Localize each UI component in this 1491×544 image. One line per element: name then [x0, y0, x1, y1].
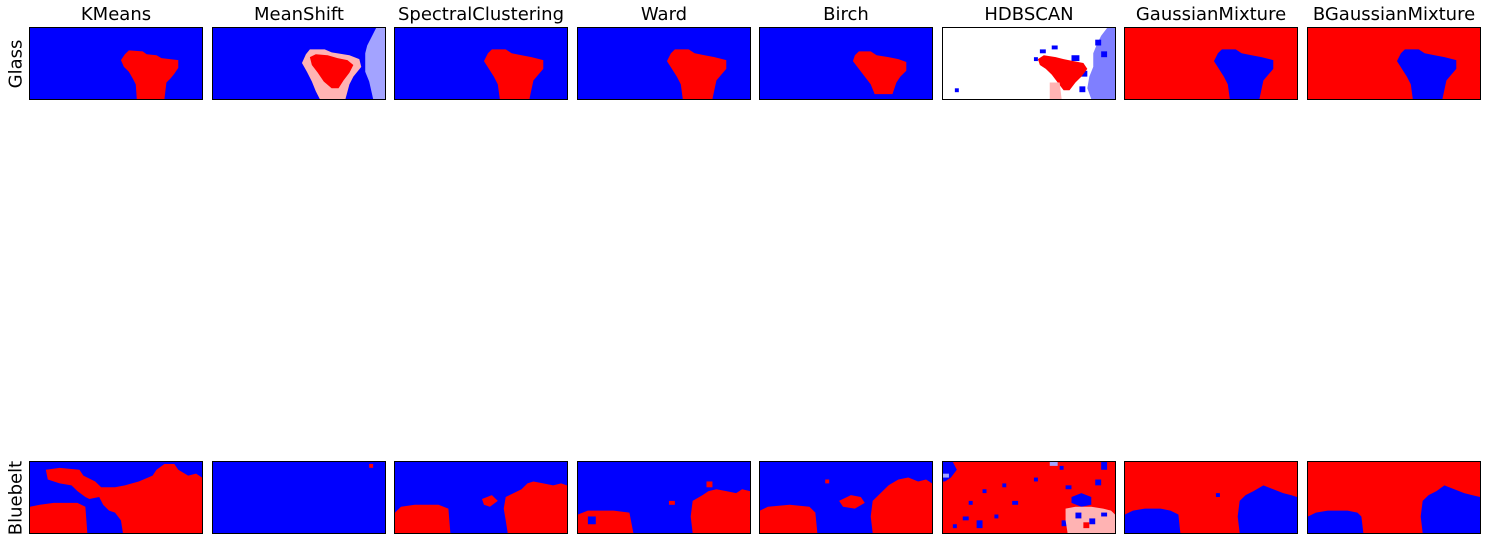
column-title-gaussianmixture: GaussianMixture: [1135, 4, 1287, 25]
cluster-region: [1051, 45, 1058, 50]
cluster-region: [1089, 518, 1096, 525]
cluster-region: [481, 495, 498, 507]
heatmap-glass-ward: [577, 27, 751, 100]
heatmap-bluebelt-hdbscan: [942, 461, 1116, 534]
cluster-region: [309, 54, 354, 89]
heatmap-glass-birch: [759, 27, 933, 100]
cluster-region: [760, 504, 818, 533]
cluster-region: [1033, 477, 1038, 482]
cluster-region: [1033, 57, 1038, 62]
cluster-region: [1071, 493, 1092, 507]
cluster-region: [1213, 49, 1274, 99]
cluster-region: [839, 495, 865, 509]
cluster-region: [1095, 39, 1102, 46]
cluster-region: [668, 500, 675, 505]
column-title-birch: Birch: [823, 4, 869, 25]
cluster-region: [1101, 51, 1108, 58]
cluster-region: [982, 489, 987, 494]
cluster-region: [968, 500, 973, 505]
heatmap-glass-hdbscan: [942, 27, 1116, 100]
background-region: [943, 28, 1115, 99]
cluster-region: [1317, 520, 1324, 525]
heatmap-bluebelt-ward: [577, 461, 751, 534]
column-title-hdbscan: HDBSCAN: [984, 4, 1074, 25]
background-region: [213, 462, 385, 533]
column-title-ward: Ward: [640, 4, 688, 25]
cluster-region: [89, 497, 104, 509]
cluster-region: [852, 51, 907, 95]
cluster-region: [1039, 49, 1046, 54]
cluster-region: [1095, 479, 1102, 486]
cluster-region: [943, 473, 949, 478]
cluster-region: [690, 489, 750, 533]
cluster-region: [1101, 462, 1108, 470]
heatmap-bluebelt-meanshift: [212, 461, 386, 534]
cluster-region: [1215, 493, 1220, 498]
heatmap-glass-bgaussianmixture: [1307, 27, 1481, 100]
heatmap-bluebelt-spectralclustering: [394, 461, 568, 534]
cluster-region: [578, 510, 634, 533]
cluster-region: [1071, 55, 1080, 62]
cluster-region: [825, 479, 830, 484]
cluster-region: [483, 49, 544, 99]
cluster-region: [1101, 512, 1108, 517]
row-label-glass: Glass: [5, 39, 27, 89]
cluster-region: [1083, 522, 1090, 529]
cluster-region: [365, 28, 385, 99]
cluster-region: [1049, 462, 1058, 466]
heatmap-glass-spectralclustering: [394, 27, 568, 100]
column-title-meanshift: MeanShift: [254, 4, 344, 25]
cluster-region: [1065, 485, 1072, 490]
heatmap-bluebelt-kmeans: [29, 461, 203, 534]
cluster-region: [69, 463, 82, 468]
cluster-region: [994, 514, 999, 519]
heatmap-bluebelt-bgaussianmixture: [1307, 461, 1481, 534]
cluster-region: [395, 504, 451, 533]
cluster-region: [1396, 49, 1457, 99]
cluster-region: [359, 32, 366, 40]
cluster-region: [954, 88, 959, 93]
cluster-region: [1012, 500, 1019, 505]
cluster-region: [870, 477, 932, 533]
heatmap-glass-meanshift: [212, 27, 386, 100]
cluster-region: [1002, 483, 1007, 488]
cluster-region: [45, 463, 202, 533]
cluster-region: [1037, 55, 1088, 91]
cluster-region: [666, 49, 727, 99]
cluster-region: [587, 516, 596, 525]
cluster-region: [1308, 510, 1364, 533]
row-label-bluebelt: Bluebelt: [5, 460, 27, 536]
cluster-region: [503, 481, 567, 533]
cluster-region: [952, 524, 957, 529]
cluster-region: [1420, 485, 1480, 533]
heatmap-bluebelt-birch: [759, 461, 933, 534]
cluster-region: [1059, 465, 1064, 470]
cluster-region: [1079, 86, 1086, 93]
cluster-region: [369, 463, 374, 468]
cluster-region: [1075, 512, 1082, 519]
cluster-region: [976, 520, 983, 529]
cluster-region: [1237, 485, 1297, 533]
cluster-region: [120, 50, 179, 99]
column-title-bgaussianmixture: BGaussianMixture: [1312, 4, 1476, 25]
cluster-region: [30, 502, 88, 533]
heatmap-glass-kmeans: [29, 27, 203, 100]
cluster-region: [1125, 508, 1181, 533]
heatmap-glass-gaussianmixture: [1124, 27, 1298, 100]
cluster-region: [962, 516, 969, 521]
cluster-region: [1087, 28, 1115, 99]
heatmap-bluebelt-gaussianmixture: [1124, 461, 1298, 534]
column-title-spectralclustering: SpectralClustering: [397, 4, 565, 25]
column-title-kmeans: KMeans: [80, 4, 152, 25]
cluster-region: [706, 481, 713, 488]
cluster-region: [1049, 82, 1062, 99]
